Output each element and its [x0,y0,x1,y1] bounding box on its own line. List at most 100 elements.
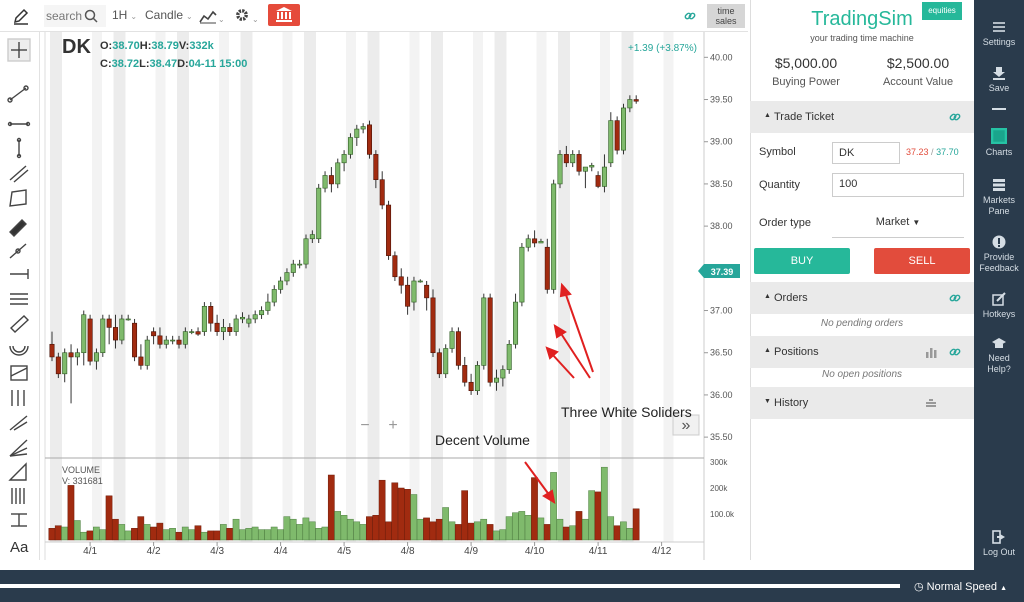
high-label: H: [139,40,152,52]
gear-icon[interactable]: ⌄ [234,7,260,28]
orders-header[interactable]: ▲ Orders [750,282,974,314]
volume-bar [391,482,399,541]
candle [189,329,195,335]
volume-tick-label: 200k [710,484,728,493]
candle [201,302,207,336]
zoom-in-button[interactable]: + [388,417,397,434]
candle-body [106,318,112,328]
link-icon[interactable] [949,346,961,358]
nav-help[interactable]: Need Help? [974,336,1024,375]
candle-body [309,234,315,240]
session-band [282,32,293,542]
candle-body [449,331,455,349]
candle-body [233,318,239,332]
history-header[interactable]: ▼ History [750,387,974,419]
order-type-select[interactable]: Market ▼ [832,210,964,238]
candle-body [163,339,169,345]
search-icon[interactable] [84,9,98,26]
link-icon[interactable] [949,292,961,304]
symbol-input[interactable]: DK [832,142,900,164]
candle [49,331,55,362]
candle [360,123,366,134]
nav-help-label-1: Need [988,353,1010,363]
pencil-icon[interactable] [12,7,30,28]
x-tick-label: 4/10 [525,546,545,557]
caret-up-icon: ▲ [1000,585,1007,592]
nav-markets-pane[interactable]: Markets Pane [974,178,1024,217]
candle-body [614,120,620,151]
candle-body [214,322,220,332]
nav-settings[interactable]: Settings [974,20,1024,48]
candle [246,314,252,328]
link-icon[interactable] [949,111,961,123]
x-tick-label: 4/11 [589,546,608,557]
volume-bar [67,485,75,541]
candle [252,310,258,324]
chart-type-select[interactable]: Candle ⌄ [145,8,193,22]
volume-bar [556,518,564,541]
nav-logout[interactable]: Log Out [974,530,1024,558]
candle-body [240,316,246,320]
triangle-icon: ▼ [764,398,771,405]
candle-body [113,327,119,341]
bid-ask-separator: / [931,147,934,157]
nav-hotkeys[interactable]: Hotkeys [974,292,1024,320]
equities-badge[interactable]: equities [922,2,962,20]
candle [208,302,214,332]
order-type-label: Order type [759,217,811,229]
scroll-right-button[interactable]: » [682,417,691,434]
sell-button[interactable]: SELL [874,248,970,274]
session-band [346,32,356,542]
svg-text:⌄: ⌄ [218,15,223,24]
speed-select[interactable]: ◷ Normal Speed ▲ [914,580,1007,593]
time-sales-button[interactable]: time sales [707,4,745,28]
nav-charts[interactable]: Charts [974,128,1024,158]
session-band [155,32,166,542]
volume-tick-label: 100.0k [710,510,735,519]
close-value: 38.72 [111,58,140,70]
price-chart[interactable]: 40.0039.5039.0038.5038.0037.5037.0036.50… [40,32,748,560]
bar-chart-icon[interactable] [925,346,937,358]
candle [436,348,442,379]
quantity-input[interactable]: 100 [832,173,964,197]
interval-select[interactable]: 1H ⌄ [112,8,137,22]
candle [519,243,525,307]
candle [138,344,144,370]
indicators-icon[interactable]: ⌄ [199,8,225,27]
candle [474,361,480,395]
candle-body [55,356,61,375]
low-value: 38.47 [149,58,178,70]
buy-button[interactable]: BUY [754,248,850,274]
candle-body [373,154,379,180]
bank-button[interactable] [268,4,300,26]
volume-bar [524,515,532,541]
candle-body [443,348,449,375]
volume-title: VOLUME [62,465,100,475]
candle-body [366,124,372,155]
volume-bar [48,528,56,541]
nav-feedback[interactable]: Provide Feedback [974,235,1024,274]
sliders-icon [993,22,1005,32]
volume-bar [543,524,551,541]
candle [443,344,449,379]
candle [157,327,163,349]
session-band [304,32,316,542]
positions-header[interactable]: ▲ Positions [750,336,974,368]
volume-bar [404,489,411,541]
x-tick-label: 4/12 [652,546,672,557]
stacked-bars-icon[interactable] [925,397,937,409]
candle [525,234,531,252]
candle [481,293,487,370]
drawing-toolbar: Aa [0,32,40,560]
candle [74,348,80,366]
volume-bar [601,466,608,541]
y-tick-label: 36.00 [710,390,733,400]
volume-label: V: [178,40,190,52]
candle-body [582,166,588,172]
trade-ticket-header[interactable]: ▲ Trade Ticket [750,101,974,133]
link-icon[interactable] [684,10,696,25]
nav-save[interactable]: Save [974,66,1024,94]
zoom-out-button[interactable]: − [360,417,369,434]
volume-bar [270,526,278,541]
account-value-value: $2,500.00 [886,55,950,71]
